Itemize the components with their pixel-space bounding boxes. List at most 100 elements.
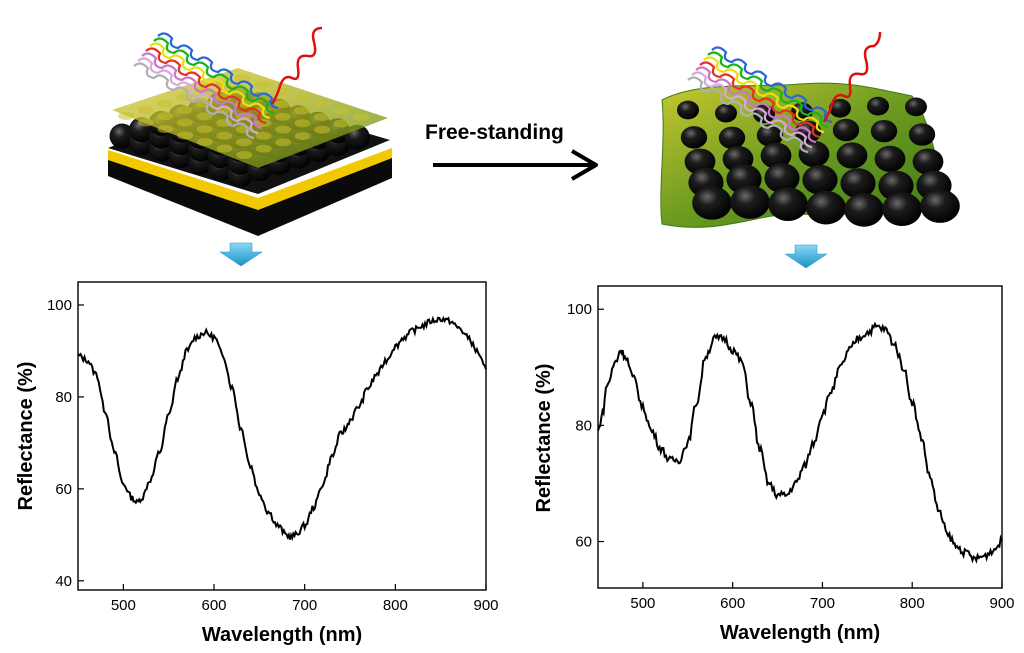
film-dimple [196, 138, 213, 146]
sphere [920, 189, 960, 223]
film-dimple [118, 112, 134, 120]
incident-light-waves [687, 46, 833, 154]
y-tick-label: 80 [55, 389, 72, 406]
film-dimple [177, 131, 194, 140]
light-wave [149, 42, 271, 120]
film-dimple [235, 125, 252, 134]
light-wave [695, 66, 817, 144]
light-wave [711, 46, 833, 124]
film-dimple [294, 132, 311, 141]
arrow-label: Free-standing [425, 121, 564, 144]
y-tick-label: 60 [55, 481, 72, 498]
film-dimple [157, 125, 174, 133]
reflected-light-wave [270, 26, 323, 105]
sphere [109, 123, 135, 149]
film-dimple [333, 106, 350, 115]
reflected-light-wave [822, 31, 882, 123]
film-dimple [254, 80, 271, 89]
y-axis-ticks: 60 80 100 [567, 301, 604, 551]
film-dimple [294, 106, 311, 115]
sphere [756, 124, 784, 147]
x-tick-label: 800 [900, 595, 925, 612]
sphere [806, 190, 846, 225]
film-dimple [313, 100, 330, 109]
x-tick-label: 700 [292, 597, 317, 614]
film-dimple [157, 99, 173, 108]
sphere [730, 185, 770, 219]
film-dimple [314, 125, 331, 134]
x-axis-label: Wavelength (nm) [720, 622, 880, 644]
sphere [718, 126, 746, 150]
film-dimple [274, 112, 291, 121]
film-dimple [353, 113, 370, 122]
sphere [680, 126, 708, 149]
light-wave [687, 76, 809, 154]
plot-frame [77, 281, 487, 591]
film-dimple [236, 138, 252, 147]
film-dimple [274, 100, 291, 108]
sphere [677, 100, 699, 120]
sphere [829, 98, 851, 118]
transition-arrow: Free-standing [425, 121, 598, 181]
film-dimple [255, 144, 272, 153]
sphere [905, 97, 927, 117]
film-dimple [333, 119, 350, 128]
down-arrow-icon [784, 244, 828, 269]
sphere [832, 118, 860, 142]
film-dimple [196, 112, 213, 121]
y-tick-label: 100 [47, 297, 72, 314]
sphere [760, 142, 792, 169]
film-dimple [294, 93, 311, 102]
sphere [912, 148, 944, 175]
sphere [692, 186, 732, 220]
film-dimple [196, 125, 213, 134]
film-dimple [216, 144, 233, 153]
x-tick-label: 600 [201, 597, 226, 614]
y-axis-label: Reflectance (%) [15, 362, 37, 511]
x-tick-label: 600 [720, 595, 745, 612]
light-wave [707, 51, 829, 129]
sphere [882, 192, 922, 227]
film-dimple [216, 131, 233, 140]
film-dimple [235, 74, 251, 83]
left-illustration [108, 26, 392, 267]
x-tick-label: 700 [810, 595, 835, 612]
y-tick-label: 60 [575, 534, 592, 551]
light-wave [691, 71, 813, 149]
reflectance-trace [597, 321, 1003, 564]
film-dimple [137, 118, 154, 127]
x-tick-label: 800 [383, 597, 408, 614]
plot-frame [597, 285, 1003, 589]
x-tick-label: 500 [111, 597, 136, 614]
y-tick-label: 100 [567, 301, 592, 318]
light-wave [133, 62, 255, 140]
x-tick-label: 900 [989, 595, 1014, 612]
film-dimple [176, 118, 193, 127]
sphere [798, 140, 830, 168]
sphere [870, 119, 898, 143]
film-dimple [314, 113, 330, 121]
film-dimple [137, 105, 154, 114]
light-wave [699, 61, 821, 139]
sphere [908, 123, 936, 146]
film-dimple [294, 119, 311, 128]
sphere [844, 193, 884, 227]
sphere [840, 168, 876, 199]
sphere [768, 187, 808, 221]
sphere [867, 96, 889, 116]
sphere-array [677, 96, 960, 227]
reflectance-trace [77, 315, 487, 542]
left-chart: 500 600 700 800 900 40 60 80 100 Wavelength (nm… [15, 281, 499, 646]
light-wave [703, 56, 825, 134]
light-wave [157, 32, 279, 110]
film-dimple [236, 151, 253, 159]
film-dimple [255, 131, 272, 140]
x-axis-label: Wavelength (nm) [202, 624, 362, 646]
sphere [874, 145, 906, 172]
y-tick-label: 40 [55, 573, 72, 590]
y-axis-ticks: 40 60 80 100 [47, 297, 84, 590]
substrate-base [108, 158, 392, 236]
light-wave [153, 37, 275, 115]
